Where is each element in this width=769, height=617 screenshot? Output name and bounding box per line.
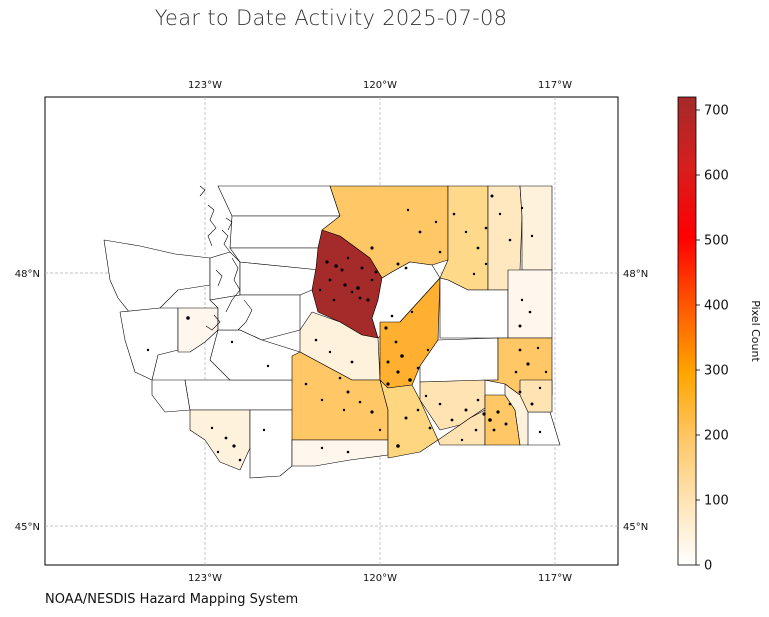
longitude-ticks-top: 123°W 120°W 117°W [188,80,572,91]
tick-label: 123°W [188,80,222,91]
latitude-ticks-left: 48°N 45°N [15,269,40,533]
tick-label: 45°N [15,522,40,533]
colorbar-tick-label: 0 [704,559,712,574]
county-region [519,185,553,271]
colorbar-tick-label: 300 [704,364,729,379]
puget-sound-shoreline [199,185,253,331]
longitude-ticks-bottom: 123°W 120°W 117°W [188,573,572,584]
county-region [184,379,301,411]
colorbar-tick-label: 400 [704,299,729,314]
colorbar-tick-label: 200 [704,429,729,444]
county-region [439,277,509,339]
tick-label: 48°N [623,269,648,280]
colorbar-tick-label: 600 [704,169,729,184]
fire-detections [146,194,548,462]
tick-label: 117°W [538,573,572,584]
tick-label: 45°N [623,522,648,533]
colorbar-tick-label: 100 [704,494,729,509]
colorbar-tick-label: 500 [704,234,729,249]
county-region [217,185,341,217]
tick-label: 123°W [188,573,222,584]
latitude-ticks-right: 48°N 45°N [623,269,648,533]
county-region [103,239,211,314]
data-source-credit: NOAA/NESDIS Hazard Mapping System [45,592,299,607]
colorbar-gradient [677,96,697,566]
tick-label: 48°N [15,269,40,280]
county-region [151,379,191,413]
county-region [507,269,553,339]
tick-label: 120°W [363,573,397,584]
colorbar: 0 100 200 300 400 500 600 700 Pixel Count [677,96,762,574]
tick-label: 120°W [363,80,397,91]
county-regions [103,185,561,479]
colorbar-ticks: 0 100 200 300 400 500 600 700 [696,104,729,574]
county-region [209,294,301,341]
tick-label: 117°W [538,80,572,91]
colorbar-tick-label: 700 [704,104,729,119]
map-title: Year to Date Activity 2025-07-08 [154,6,508,30]
county-region [119,307,179,381]
colorbar-label: Pixel Count [749,300,762,362]
